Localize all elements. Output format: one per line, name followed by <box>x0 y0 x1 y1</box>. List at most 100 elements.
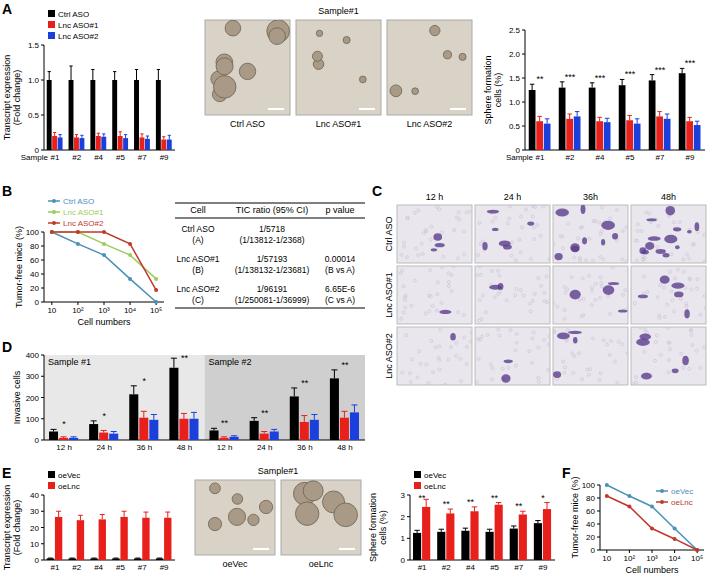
pore <box>589 368 592 371</box>
error-bar <box>575 112 580 117</box>
bar <box>495 505 503 560</box>
error-bar <box>71 437 77 438</box>
x-tick-label: #9 <box>538 563 547 572</box>
point <box>76 230 80 234</box>
point <box>76 242 80 246</box>
pore <box>673 310 676 313</box>
pore <box>497 328 500 331</box>
x-tick-label: 10⁴ <box>124 306 137 315</box>
micrograph <box>397 205 472 263</box>
pore <box>563 286 566 289</box>
cell <box>656 249 666 254</box>
pore <box>514 349 517 352</box>
x-tick-label: 10 <box>602 554 611 563</box>
cell <box>431 248 438 251</box>
pore <box>609 312 612 315</box>
table-cell: 6.65E-6 <box>325 284 355 294</box>
pore <box>553 331 556 334</box>
pore <box>699 366 702 369</box>
pore <box>539 234 542 237</box>
bar <box>58 137 63 150</box>
pore <box>438 368 441 371</box>
pore <box>636 223 639 226</box>
pore <box>408 372 411 375</box>
legend-swatch <box>414 471 421 478</box>
pore <box>519 289 522 292</box>
error-bar <box>91 421 97 424</box>
point <box>695 548 699 552</box>
error-bar <box>695 121 700 125</box>
x-tick-label: 24 h <box>257 443 273 452</box>
bar <box>96 136 101 150</box>
pore <box>571 352 574 355</box>
x-tick-label: 10³ <box>98 306 110 315</box>
micrograph <box>553 266 628 324</box>
x-tick-label: 10³ <box>646 554 658 563</box>
cell <box>581 205 586 214</box>
bar <box>77 520 84 560</box>
pore <box>477 253 480 256</box>
error-bar <box>171 358 177 368</box>
x-tick-label: 24 h <box>96 443 112 452</box>
pore <box>621 258 624 261</box>
micrograph <box>205 20 290 115</box>
table-rule <box>175 308 365 309</box>
pore <box>682 270 685 273</box>
line <box>52 232 156 279</box>
y-tick-label: 10 <box>30 540 39 549</box>
marks <box>47 511 172 560</box>
pore <box>436 206 439 209</box>
cell <box>601 239 605 245</box>
pore <box>633 302 636 305</box>
bar <box>566 119 573 150</box>
error-bar <box>143 512 148 518</box>
cell <box>499 240 511 246</box>
pore <box>430 225 433 228</box>
pore <box>590 304 593 307</box>
pore <box>592 219 595 222</box>
bar <box>664 119 671 150</box>
legend-label: Lnc ASO#1 <box>63 208 104 217</box>
pore <box>531 337 534 340</box>
y-tick-label: 100 <box>26 228 40 237</box>
x-tick-label: 48 h <box>337 443 353 452</box>
table-cell: (B) <box>192 265 204 275</box>
x-tick-label: #9 <box>160 153 169 162</box>
pore <box>667 359 670 362</box>
pore <box>455 354 458 357</box>
error-bar <box>545 119 550 124</box>
pore <box>479 242 482 245</box>
pore <box>636 230 639 233</box>
error-bar <box>448 509 453 513</box>
pore <box>455 216 458 219</box>
pore <box>427 381 430 384</box>
pore <box>686 253 689 256</box>
pore <box>428 310 431 313</box>
pore <box>689 329 692 332</box>
y-axis <box>600 485 601 550</box>
sphere <box>269 28 286 45</box>
image-set: Sample#1Ctrl ASOLnc ASO#1Lnc ASO#2 <box>205 6 472 129</box>
pore <box>493 296 496 299</box>
marks <box>47 66 172 150</box>
panel-label: B <box>2 183 12 199</box>
line <box>52 232 156 302</box>
micrograph-content <box>553 205 628 263</box>
pore <box>626 352 628 355</box>
pore <box>594 299 597 302</box>
y-tick-label: 1.5 <box>28 41 40 50</box>
bar <box>686 121 693 150</box>
image-label: Ctrl ASO <box>230 119 265 129</box>
cell <box>555 209 569 217</box>
error-bar <box>162 137 165 140</box>
bar <box>529 90 536 150</box>
pore <box>438 345 441 348</box>
point <box>128 253 132 257</box>
pore <box>400 317 403 320</box>
pore <box>602 258 605 261</box>
x-tick-label: 10² <box>624 554 636 563</box>
bar <box>149 420 158 440</box>
line-chart: 0204060801001010²10³10⁴10⁵Cell numbersTu… <box>14 197 164 327</box>
error-bar <box>48 72 51 80</box>
pore <box>587 274 590 277</box>
